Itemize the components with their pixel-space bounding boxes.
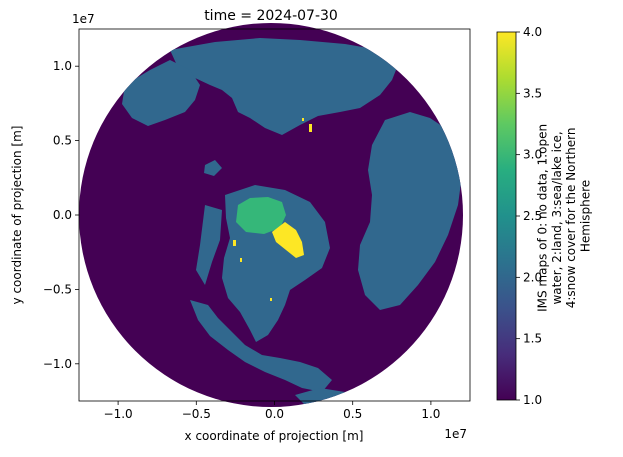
colorbar: 4.0 3.5 3.0 2.5 2.0 1.5 1.0 IMS maps of 0: no …	[496, 25, 593, 407]
snow-speck	[270, 298, 272, 301]
y-axis: 1.0 0.5 0.0 −0.5 −1.0	[43, 59, 79, 371]
land-eurasia	[170, 38, 400, 135]
x-axis-label: x coordinate of projection [m]	[185, 429, 364, 443]
colorbar-ticks: 4.0 3.5 3.0 2.5 2.0 1.5 1.0	[516, 25, 542, 407]
colorbar-tick-label: 1.0	[523, 393, 542, 407]
colorbar-label-line: water, 2:land, 3:sea/lake ice,	[550, 131, 564, 304]
x-axis: −1.0 −0.5 0.0 0.5 1.0	[104, 401, 440, 421]
x-tick-label: −0.5	[182, 407, 211, 421]
x-tick-label: 0.5	[343, 407, 362, 421]
y-exponent-label: 1e7	[72, 12, 95, 26]
snow-speck	[302, 118, 304, 121]
snow-speck	[309, 124, 312, 132]
colorbar-tick-label: 3.5	[523, 86, 542, 100]
land-layer	[122, 38, 462, 407]
snow-cover	[272, 222, 304, 258]
x-tick-label: 0.0	[265, 407, 284, 421]
x-exponent-label: 1e7	[444, 427, 467, 441]
y-tick-label: 0.0	[53, 208, 72, 222]
colorbar-tick-label: 4.0	[523, 25, 542, 39]
colorbar-tick-label: 2.5	[523, 209, 542, 223]
sea-ice	[236, 197, 286, 234]
land-central-america	[190, 300, 332, 392]
land-small-islands	[204, 160, 222, 176]
colorbar-label-line: IMS maps of 0: no data, 1:open	[535, 124, 549, 312]
x-tick-label: −1.0	[104, 407, 133, 421]
chart-title: time = 2024-07-30	[204, 8, 338, 24]
colorbar-label: IMS maps of 0: no data, 1:open water, 2:…	[535, 120, 592, 312]
y-tick-label: 1.0	[53, 59, 72, 73]
x-tick-label: 1.0	[421, 407, 440, 421]
y-tick-label: 0.5	[53, 134, 72, 148]
colorbar-tick-label: 1.5	[523, 332, 542, 346]
colorbar-label-line: Hemisphere	[579, 180, 593, 252]
colorbar-label-line: 4:snow cover for the Northern	[564, 128, 578, 309]
colorbar-tick-label: 2.0	[523, 270, 542, 284]
colorbar-gradient	[496, 31, 517, 401]
y-axis-label: y coordinate of projection [m]	[10, 126, 24, 305]
land-west	[196, 205, 222, 285]
land-east	[358, 112, 462, 310]
land-europe	[122, 60, 200, 126]
snow-speck	[240, 258, 242, 262]
y-tick-label: −0.5	[43, 282, 72, 296]
plot-area	[78, 23, 471, 407]
colorbar-tick-label: 3.0	[523, 148, 542, 162]
snow-speck	[233, 240, 236, 246]
y-tick-label: −1.0	[43, 357, 72, 371]
